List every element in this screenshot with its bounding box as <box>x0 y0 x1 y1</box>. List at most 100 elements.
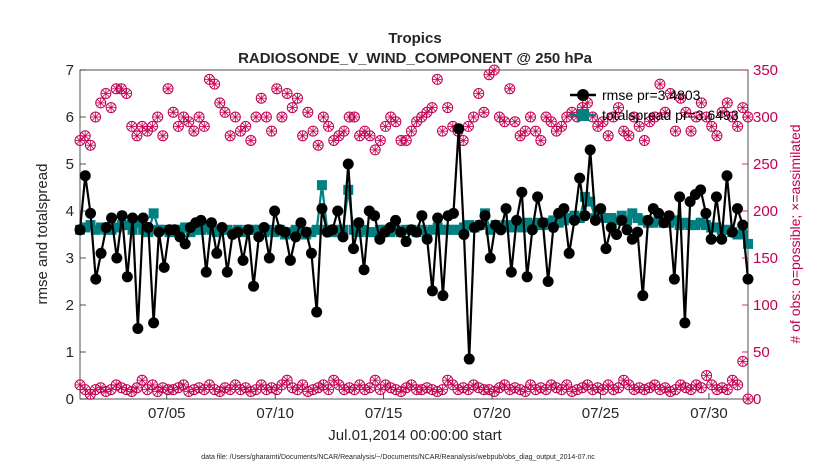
y2-axis-label: # of obs: o=possible; ×=assimilated <box>787 124 803 343</box>
totalspread-point <box>606 213 617 224</box>
possible-obs-point <box>90 111 102 123</box>
possible-obs-point <box>664 88 676 99</box>
possible-obs-point <box>162 83 174 95</box>
x-tick-label: 07/05 <box>148 405 186 422</box>
possible-obs-point <box>405 125 417 137</box>
totalspread-point <box>448 224 459 235</box>
possible-obs-point <box>338 125 350 137</box>
possible-obs-point <box>266 125 278 137</box>
possible-obs-point <box>172 120 184 132</box>
rmse-point <box>632 226 644 238</box>
y2-tick-label: 350 <box>753 62 778 79</box>
legend-spread-marker <box>577 109 589 121</box>
rmse-point <box>137 212 149 224</box>
rmse-point <box>390 214 402 226</box>
totalspread-point <box>190 224 201 235</box>
totalspread-point <box>600 213 611 224</box>
rmse-point <box>248 280 260 292</box>
totalspread-point <box>690 220 701 231</box>
rmse-point <box>290 231 302 243</box>
possible-obs-point <box>317 111 329 123</box>
y2-tick-label: 200 <box>753 203 778 220</box>
totalspread-point <box>464 220 475 231</box>
x-tick-label: 07/10 <box>256 405 294 422</box>
possible-obs-point <box>364 130 376 142</box>
rmse-point <box>342 158 354 170</box>
possible-obs-point <box>400 135 412 146</box>
assimilated-obs-point <box>178 379 190 391</box>
rmse-point <box>211 247 223 259</box>
assimilated-obs-point <box>131 382 143 394</box>
possible-obs-point <box>250 111 262 123</box>
rmse-point <box>437 290 449 302</box>
totalspread-point <box>390 224 401 235</box>
y-tick-label: 2 <box>66 297 74 314</box>
possible-obs-point <box>126 120 138 132</box>
rmse-point <box>500 203 512 215</box>
rmse-point <box>716 233 728 245</box>
possible-obs-point <box>519 125 531 137</box>
totalspread-point <box>437 224 448 235</box>
totalspread-point <box>106 224 117 235</box>
rmse-point <box>526 224 538 236</box>
possible-obs-point <box>281 88 293 99</box>
possible-obs-point <box>499 116 511 128</box>
y-tick-label: 7 <box>66 62 74 79</box>
rmse-point <box>142 221 154 233</box>
rmse-point <box>511 214 523 226</box>
totalspread-point <box>632 213 643 224</box>
possible-obs-point <box>685 125 697 137</box>
rmse-point <box>369 210 381 222</box>
totalspread-point <box>316 180 327 191</box>
totalspread-point <box>506 222 517 233</box>
possible-obs-point <box>737 102 749 114</box>
assimilated-obs-point <box>561 379 573 391</box>
possible-obs-point <box>711 130 723 142</box>
possible-obs-point <box>431 73 443 85</box>
y2-tick-label: 150 <box>753 250 778 267</box>
rmse-point <box>700 207 712 219</box>
y2-tick-label: 0 <box>753 391 761 408</box>
assimilated-obs-layer <box>74 355 754 405</box>
possible-obs-point <box>597 116 609 128</box>
totalspread-point <box>585 196 596 207</box>
possible-obs-point <box>628 111 640 123</box>
y-axis-label: rmse and totalspread <box>34 164 51 305</box>
assimilated-obs-point <box>146 379 158 391</box>
rmse-point <box>637 290 649 302</box>
totalspread-point <box>732 229 743 240</box>
possible-obs-point <box>468 111 480 123</box>
y2-tick-label: 100 <box>753 297 778 314</box>
rmse-point <box>127 212 139 224</box>
totalspread-point <box>253 224 264 235</box>
rmse-point <box>668 273 680 285</box>
rmse-point <box>221 266 233 278</box>
possible-obs-point <box>224 130 236 142</box>
totalspread-point <box>669 215 680 226</box>
totalspread-point <box>695 217 706 228</box>
assimilated-obs-point <box>297 379 309 391</box>
assimilated-obs-point <box>695 382 707 394</box>
assimilated-obs-point <box>721 384 733 396</box>
legend-rmse-label: rmse pr=3.4803 <box>602 87 701 103</box>
totalspread-point <box>111 222 122 233</box>
x-tick-label: 07/20 <box>473 405 511 422</box>
rmse-point <box>721 170 733 182</box>
y-tick-label: 1 <box>66 344 74 361</box>
right-y-axis: 0 50 100 150 200 250 300 350 <box>742 62 778 408</box>
totalspread-point <box>369 227 380 238</box>
rmse-point <box>705 233 717 245</box>
possible-obs-point <box>95 97 107 109</box>
rmse-point <box>353 217 365 229</box>
totalspread-point <box>648 217 659 228</box>
rmse-point <box>258 221 270 233</box>
rmse-point <box>90 273 102 285</box>
rmse-point <box>495 224 507 236</box>
rmse-point <box>153 226 165 238</box>
totalspread-point <box>653 215 664 226</box>
rmse-point <box>742 273 754 285</box>
totalspread-point <box>516 222 527 233</box>
rmse-point <box>337 231 349 243</box>
possible-obs-point <box>302 106 314 118</box>
rmse-point <box>616 214 628 226</box>
